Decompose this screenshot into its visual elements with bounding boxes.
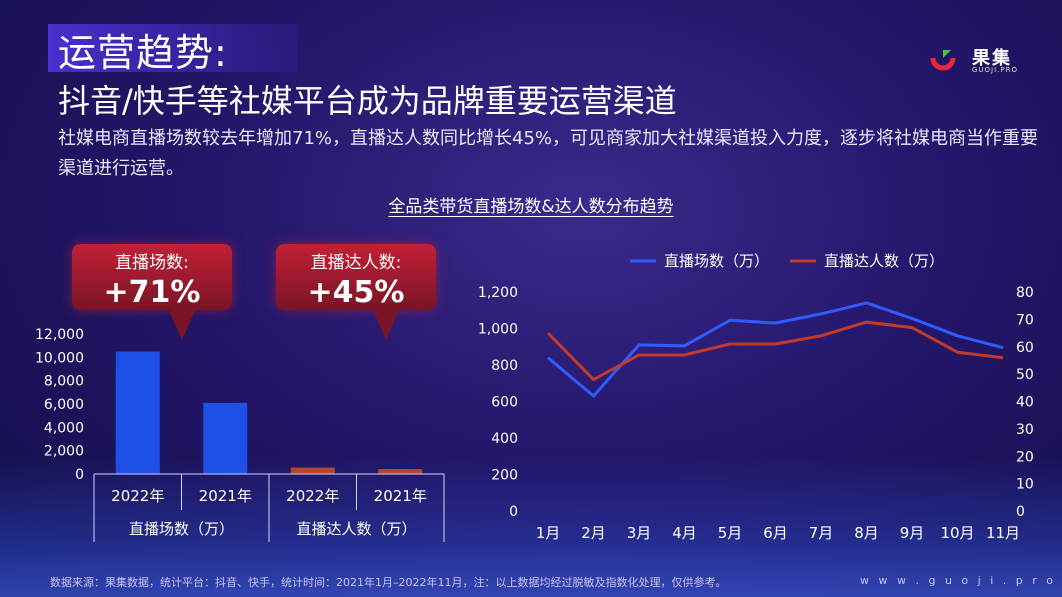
page-subtitle: 抖音/快手等社媒平台成为品牌重要运营渠道 bbox=[58, 82, 677, 120]
series-line bbox=[546, 320, 1004, 382]
callout-value: +45% bbox=[307, 275, 405, 310]
x-tick-label: 2月 bbox=[581, 524, 606, 542]
footer-url: w w w . g u o j i . p r o bbox=[860, 574, 1056, 587]
callout-sessions: 直播场数: +71% bbox=[72, 244, 232, 340]
y-tick-label: 12,000 bbox=[35, 327, 84, 343]
bar bbox=[290, 467, 335, 474]
y-right-tick-label: 20 bbox=[1016, 449, 1034, 465]
x-tick-label: 2021年 bbox=[199, 487, 252, 505]
y-tick-label: 0 bbox=[75, 467, 84, 483]
y-left-tick-label: 1,200 bbox=[478, 285, 518, 301]
y-right-tick-label: 80 bbox=[1016, 285, 1034, 301]
y-right-tick-label: 40 bbox=[1016, 395, 1034, 411]
y-tick-label: 6,000 bbox=[44, 397, 84, 413]
x-tick-label: 6月 bbox=[763, 524, 788, 542]
x-tick-label: 2022年 bbox=[286, 487, 339, 505]
bar-chart: 0 2,000 4,000 6,000 8,000 10,000 12,000 2022年 20… bbox=[35, 327, 445, 542]
y-left-tick-label: 0 bbox=[509, 504, 518, 520]
y-right-tick-label: 0 bbox=[1016, 504, 1025, 520]
page-title: 运营趋势: bbox=[58, 31, 228, 75]
x-tick-label: 2021年 bbox=[374, 487, 427, 505]
group-label: 直播达人数（万） bbox=[296, 520, 416, 538]
y-right-tick-label: 70 bbox=[1016, 312, 1034, 328]
bar bbox=[203, 402, 248, 474]
y-tick-label: 4,000 bbox=[44, 420, 84, 436]
callout-label: 直播场数: bbox=[115, 253, 189, 273]
callout-pointer bbox=[372, 308, 400, 340]
x-tick-label: 10月 bbox=[940, 524, 974, 542]
x-tick-label: 7月 bbox=[809, 524, 834, 542]
brand-logo: 果集 GUOJI.PRO bbox=[930, 44, 1030, 76]
callout-label: 直播达人数: bbox=[310, 253, 402, 273]
x-tick-label: 1月 bbox=[536, 524, 561, 542]
callout-influencers: 直播达人数: +45% bbox=[276, 244, 436, 340]
y-left-tick-label: 200 bbox=[491, 468, 518, 484]
series-line bbox=[547, 301, 1004, 398]
y-right-tick-label: 50 bbox=[1016, 367, 1034, 383]
x-tick-label: 5月 bbox=[718, 524, 743, 542]
chart-title: 全品类带货直播场数&达人数分布趋势 bbox=[388, 197, 674, 217]
y-tick-label: 2,000 bbox=[44, 444, 84, 460]
legend-label: 直播场数（万） bbox=[664, 252, 769, 270]
callout-pointer bbox=[168, 308, 196, 340]
y-left-tick-label: 1,000 bbox=[478, 322, 518, 338]
x-tick-label: 11月 bbox=[986, 524, 1020, 542]
y-left-tick-label: 600 bbox=[491, 395, 518, 411]
bar bbox=[378, 469, 423, 474]
title-highlight bbox=[48, 24, 298, 72]
bar bbox=[115, 351, 160, 474]
x-tick-label: 2022年 bbox=[111, 487, 164, 505]
y-tick-label: 8,000 bbox=[44, 374, 84, 390]
logo-name: 果集 bbox=[972, 48, 1012, 69]
x-tick-label: 4月 bbox=[672, 524, 697, 542]
legend-label: 直播达人数（万） bbox=[824, 252, 944, 270]
group-label: 直播场数（万） bbox=[129, 520, 234, 538]
y-left-tick-label: 800 bbox=[491, 358, 518, 374]
x-tick-label: 3月 bbox=[627, 524, 652, 542]
x-tick-label: 9月 bbox=[900, 524, 925, 542]
description-text: 社媒电商直播场数较去年增加71%，直播达人数同比增长45%，可见商家加大社媒渠道… bbox=[58, 128, 1039, 179]
y-right-tick-label: 10 bbox=[1016, 477, 1034, 493]
y-right-tick-label: 60 bbox=[1016, 340, 1034, 356]
y-right-tick-label: 30 bbox=[1016, 422, 1034, 438]
line-chart: 0 200 400 600 800 1,000 1,200 0 10 20 30 40 50 60 70 80… bbox=[478, 252, 1034, 542]
y-left-tick-label: 400 bbox=[491, 431, 518, 447]
y-tick-label: 10,000 bbox=[35, 350, 84, 366]
footer-source: 数据来源：果集数据，统计平台：抖音、快手，统计时间：2021年1月–2022年1… bbox=[50, 576, 727, 589]
callout-value: +71% bbox=[103, 275, 201, 310]
logo-subtext: GUOJI.PRO bbox=[972, 66, 1019, 74]
logo-mark-icon bbox=[930, 50, 956, 71]
x-tick-label: 8月 bbox=[854, 524, 879, 542]
